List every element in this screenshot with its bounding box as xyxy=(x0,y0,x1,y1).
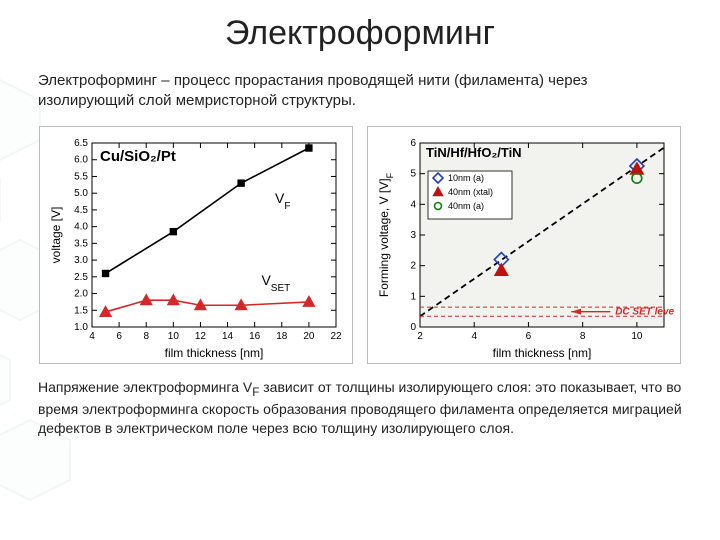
svg-text:2: 2 xyxy=(410,260,416,271)
svg-text:Cu/SiO₂/Pt: Cu/SiO₂/Pt xyxy=(100,148,176,165)
svg-text:film thickness [nm]: film thickness [nm] xyxy=(493,346,592,360)
svg-text:6.0: 6.0 xyxy=(74,154,88,165)
intro-text: Электроформинг – процесс прорастания про… xyxy=(38,71,682,112)
page-title: Электроформинг xyxy=(38,14,682,53)
svg-text:8: 8 xyxy=(143,331,149,342)
svg-text:2.0: 2.0 xyxy=(74,288,88,299)
svg-text:40nm (a): 40nm (a) xyxy=(448,201,484,211)
svg-text:1.5: 1.5 xyxy=(74,305,88,316)
svg-text:5: 5 xyxy=(410,168,416,179)
chart-right: 2 4 6 8 10 0 1 2 3 4 5 6 film thickness [nm] Forming … xyxy=(367,126,681,364)
svg-text:10nm (a): 10nm (a) xyxy=(448,173,484,183)
svg-text:3.5: 3.5 xyxy=(74,238,88,249)
charts-row: 468101214161820221.01.52.02.53.03.54.04.… xyxy=(38,126,682,364)
svg-text:4: 4 xyxy=(89,331,95,342)
svg-text:2: 2 xyxy=(417,331,423,342)
svg-text:14: 14 xyxy=(222,331,234,342)
svg-text:4: 4 xyxy=(471,331,477,342)
svg-text:1.0: 1.0 xyxy=(74,322,88,333)
svg-text:3.0: 3.0 xyxy=(74,255,88,266)
svg-text:6: 6 xyxy=(116,331,122,342)
slide: Электроформинг Электроформинг – процесс … xyxy=(0,0,720,540)
svg-text:film thickness [nm]: film thickness [nm] xyxy=(165,346,264,360)
svg-text:1: 1 xyxy=(410,291,416,302)
svg-text:6.5: 6.5 xyxy=(74,138,88,149)
svg-text:0: 0 xyxy=(410,322,416,333)
svg-text:10: 10 xyxy=(168,331,180,342)
svg-text:8: 8 xyxy=(580,331,586,342)
svg-text:3: 3 xyxy=(410,230,416,241)
svg-text:6: 6 xyxy=(526,331,532,342)
svg-text:10: 10 xyxy=(631,331,643,342)
chart-left: 4 6 8 10 12 14 16 18 20 22 1.0 1.5 2.0 2.5 3.0 3.5 4.0 4.… xyxy=(39,126,353,364)
svg-text:4.5: 4.5 xyxy=(74,204,88,215)
svg-text:5.0: 5.0 xyxy=(74,188,88,199)
svg-text:4.0: 4.0 xyxy=(74,221,88,232)
svg-text:DC SET level: DC SET level xyxy=(615,306,674,317)
svg-text:18: 18 xyxy=(276,331,288,342)
svg-text:voltage [V]: voltage [V] xyxy=(49,206,63,263)
svg-text:40nm (xtal): 40nm (xtal) xyxy=(448,187,493,197)
svg-text:12: 12 xyxy=(195,331,207,342)
svg-text:Forming voltage, V [V]F: Forming voltage, V [V]F xyxy=(377,172,395,297)
outro-text: Напряжение электроформинга VF зависит от… xyxy=(38,378,682,438)
svg-text:2.5: 2.5 xyxy=(74,271,88,282)
svg-text:TiN/Hf/HfO₂/TiN: TiN/Hf/HfO₂/TiN xyxy=(426,145,522,160)
svg-text:6: 6 xyxy=(410,138,416,149)
svg-text:4: 4 xyxy=(410,199,416,210)
svg-text:20: 20 xyxy=(303,331,315,342)
svg-text:5.5: 5.5 xyxy=(74,171,88,182)
svg-text:22: 22 xyxy=(330,331,342,342)
svg-text:16: 16 xyxy=(249,331,261,342)
outro-p1: Напряжение электроформинга V xyxy=(38,379,252,395)
